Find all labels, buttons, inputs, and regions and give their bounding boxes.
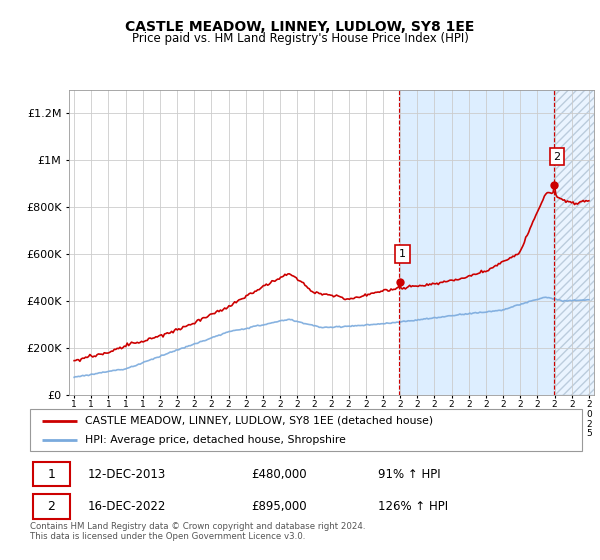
Bar: [57, 90, 399, 395]
Text: £480,000: £480,000: [251, 468, 307, 480]
Text: 16-DEC-2022: 16-DEC-2022: [88, 500, 166, 513]
Text: 1: 1: [47, 468, 55, 480]
Text: £895,000: £895,000: [251, 500, 307, 513]
Text: 1: 1: [398, 249, 406, 259]
Text: 91% ↑ HPI: 91% ↑ HPI: [378, 468, 440, 480]
Text: CASTLE MEADOW, LINNEY, LUDLOW, SY8 1EE: CASTLE MEADOW, LINNEY, LUDLOW, SY8 1EE: [125, 20, 475, 34]
Bar: [399, 90, 554, 395]
Text: 2: 2: [553, 152, 560, 161]
Text: CASTLE MEADOW, LINNEY, LUDLOW, SY8 1EE (detached house): CASTLE MEADOW, LINNEY, LUDLOW, SY8 1EE (…: [85, 416, 433, 426]
Text: HPI: Average price, detached house, Shropshire: HPI: Average price, detached house, Shro…: [85, 435, 346, 445]
Bar: [33, 494, 70, 519]
Text: Contains HM Land Registry data © Crown copyright and database right 2024.
This d: Contains HM Land Registry data © Crown c…: [30, 522, 365, 542]
Text: 2: 2: [47, 500, 55, 513]
Text: 126% ↑ HPI: 126% ↑ HPI: [378, 500, 448, 513]
Text: Price paid vs. HM Land Registry's House Price Index (HPI): Price paid vs. HM Land Registry's House …: [131, 32, 469, 45]
Bar: [33, 462, 70, 487]
Bar: [554, 90, 600, 395]
Text: 12-DEC-2013: 12-DEC-2013: [88, 468, 166, 480]
Bar: [554, 90, 600, 395]
